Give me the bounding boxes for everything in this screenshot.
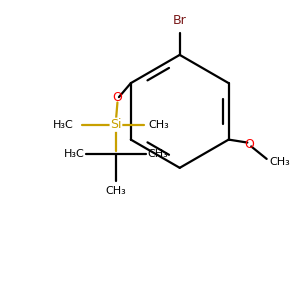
Text: CH₃: CH₃ <box>148 120 170 130</box>
Text: CH₃: CH₃ <box>270 157 290 167</box>
Text: H₃C: H₃C <box>64 149 85 160</box>
Text: Si: Si <box>110 118 122 131</box>
Text: Br: Br <box>173 14 187 27</box>
Text: CH₃: CH₃ <box>147 149 168 160</box>
Text: O: O <box>244 138 254 151</box>
Text: CH₃: CH₃ <box>106 186 126 196</box>
Text: H₃C: H₃C <box>53 120 74 130</box>
Text: O: O <box>112 92 122 104</box>
